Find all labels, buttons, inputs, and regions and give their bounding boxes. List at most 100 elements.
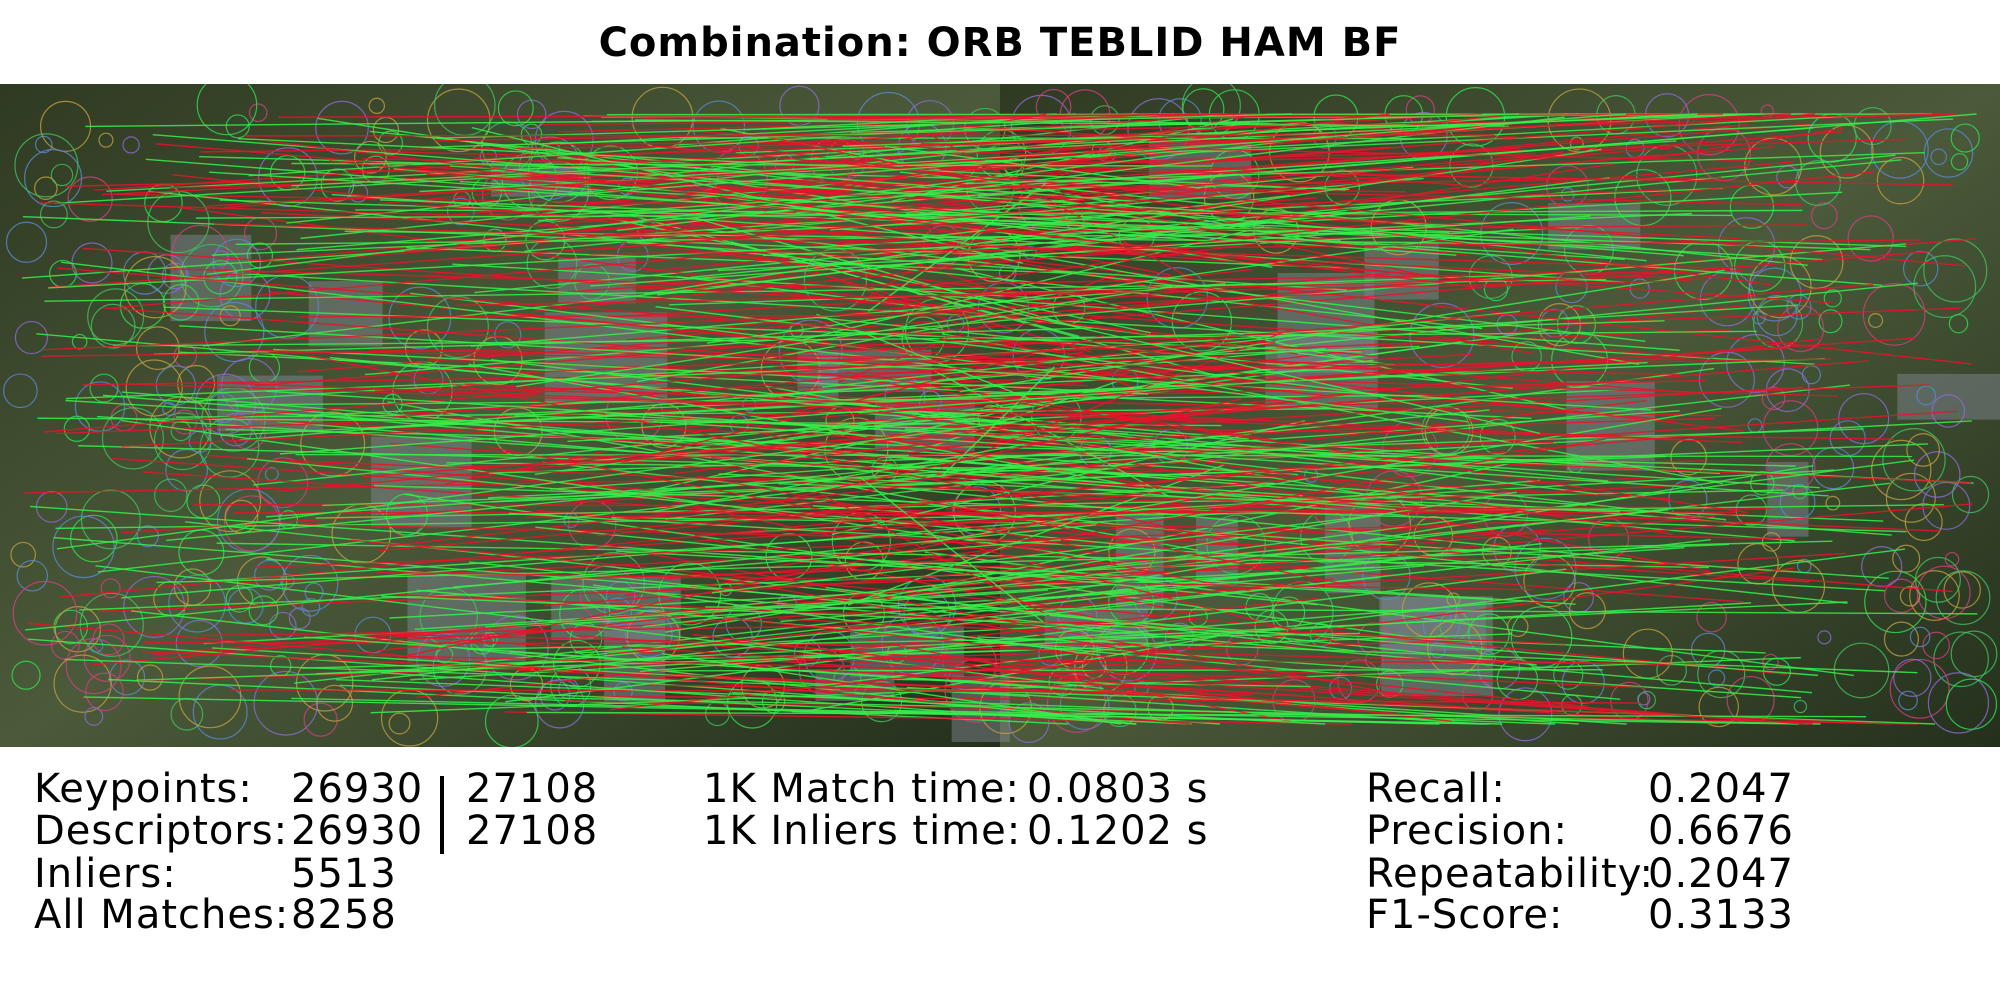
keypoint [1930, 148, 1948, 166]
match-line [687, 235, 1092, 353]
match-line [82, 247, 1713, 359]
keypoint [162, 284, 200, 321]
match-line [153, 552, 1846, 656]
keypoint [199, 470, 262, 533]
match-line [842, 113, 1762, 147]
match-line [371, 584, 1214, 681]
keypoint [85, 672, 124, 712]
match-line [926, 123, 1243, 145]
match-line [452, 539, 1061, 588]
match-line [907, 194, 1291, 240]
match-line [690, 159, 1902, 278]
match-line [834, 147, 1671, 215]
match-line [25, 524, 1096, 631]
match-line [56, 419, 1025, 550]
match-line [722, 617, 1589, 708]
keypoint [12, 580, 78, 646]
keypoint [67, 176, 113, 222]
keypoint [1951, 475, 1990, 514]
keypoint [1884, 578, 1919, 613]
stat-value: 8258 [291, 892, 397, 938]
keypoint [526, 238, 578, 289]
keypoint [1950, 123, 1980, 153]
keypoint [1868, 312, 1884, 329]
keypoint [1833, 642, 1890, 699]
match-line [252, 349, 1680, 376]
match-line [1897, 373, 2000, 420]
match-line [406, 247, 1071, 274]
keypoint [122, 136, 140, 154]
match-line [538, 539, 1711, 672]
keypoint [50, 163, 74, 187]
keypoint [154, 478, 188, 512]
match-line [113, 330, 1757, 347]
match-line [254, 513, 1744, 568]
keypoint [1793, 699, 1808, 714]
keypoint [1871, 439, 1932, 501]
match-line [673, 338, 1822, 475]
match-line [762, 282, 1918, 399]
match-line [820, 493, 1050, 617]
match-line [96, 415, 1303, 497]
stat-value: 0.0803 s [1027, 766, 1209, 812]
keypoint [24, 149, 83, 208]
match-line [535, 526, 1318, 606]
match-line [657, 177, 1610, 296]
match-line [977, 636, 1918, 674]
match-line [827, 113, 1724, 121]
match-line [315, 489, 1784, 519]
keypoint [220, 358, 278, 415]
match-line [525, 491, 1439, 554]
match-line [866, 638, 1303, 725]
match-line [644, 552, 1408, 697]
keypoint [196, 84, 258, 136]
match-line [178, 325, 1652, 411]
stat-label: All Matches: [34, 892, 290, 938]
match-line [825, 586, 1356, 652]
keypoint [1817, 630, 1832, 645]
keypoint [65, 638, 122, 695]
match-line [653, 420, 1829, 497]
match-line [230, 689, 1128, 693]
keypoint [1923, 238, 1988, 303]
keypoint [1656, 654, 1687, 686]
keypoint [124, 256, 187, 319]
keypoint [101, 407, 165, 470]
match-line [374, 385, 1038, 391]
match-line [568, 113, 1626, 196]
match-line [881, 466, 1397, 511]
keypoint [225, 114, 250, 139]
keypoint [1913, 451, 1961, 498]
match-line [253, 390, 1169, 486]
keypoint [1035, 88, 1072, 125]
stat-value: 27108 [466, 808, 599, 854]
match-line [163, 306, 1362, 353]
match-line [883, 678, 1311, 688]
match-line [200, 620, 1196, 637]
keypoint [1498, 687, 1553, 742]
keypoint [171, 224, 229, 282]
match-line [921, 242, 1261, 288]
match-line [95, 565, 1104, 690]
keypoint [779, 85, 820, 126]
match-line [537, 181, 1103, 222]
match-line [248, 113, 1175, 177]
match-line [398, 514, 1077, 658]
keypoint [388, 712, 411, 735]
keypoint [207, 392, 239, 423]
keypoint [1909, 570, 1960, 621]
match-line [39, 202, 1085, 235]
match-line [593, 584, 1100, 656]
keypoint [1670, 438, 1707, 476]
match-line [350, 539, 1787, 675]
match-line [902, 247, 1972, 365]
keypoint [1898, 690, 1918, 711]
keypoint [1893, 658, 1932, 697]
match-line [205, 454, 1953, 593]
match-line [917, 293, 1680, 351]
keypoint [1906, 433, 1940, 467]
keypoint [1935, 570, 1991, 626]
match-line [121, 399, 1055, 448]
keypoint [1762, 653, 1779, 671]
